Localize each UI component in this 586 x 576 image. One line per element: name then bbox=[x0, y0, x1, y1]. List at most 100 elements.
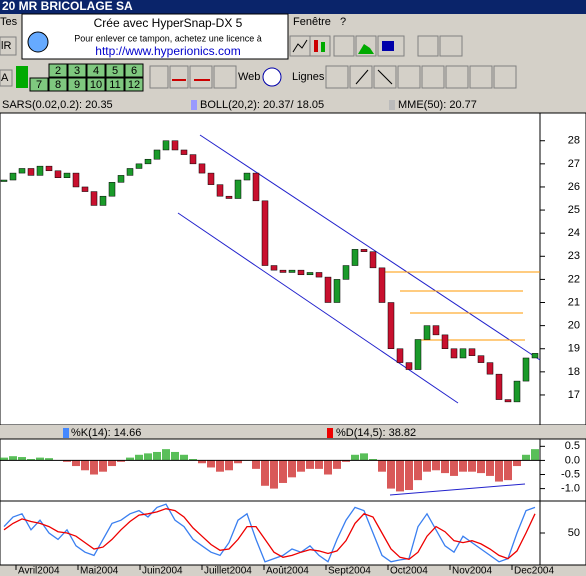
watermark-url[interactable]: http://www.hyperionics.com bbox=[95, 44, 240, 58]
candle bbox=[531, 353, 539, 359]
candle bbox=[153, 149, 161, 160]
toolbar-button[interactable] bbox=[469, 65, 493, 89]
candle bbox=[378, 267, 386, 303]
trend-line bbox=[199, 134, 541, 361]
macd-bar bbox=[513, 460, 521, 467]
period-button[interactable] bbox=[86, 63, 106, 78]
candle bbox=[504, 399, 512, 403]
macd-bar bbox=[288, 460, 296, 478]
icon bbox=[321, 42, 325, 52]
period-button[interactable] bbox=[86, 77, 106, 92]
toolbar-button[interactable] bbox=[421, 65, 445, 89]
period-button[interactable] bbox=[29, 77, 49, 92]
period-button[interactable] bbox=[48, 77, 68, 92]
indicator-label: %K(14): 14.66 bbox=[71, 427, 141, 439]
toolbar-button[interactable] bbox=[169, 65, 189, 89]
macd-bar bbox=[405, 460, 413, 491]
indicator-label: %D(14,5): 38.82 bbox=[336, 427, 416, 439]
toolbar-button[interactable] bbox=[0, 69, 13, 87]
watermark-text: Pour enlever ce tampon, achetez une lice… bbox=[74, 33, 262, 43]
y-tick-label: 0.5 bbox=[565, 440, 580, 452]
candle bbox=[450, 348, 458, 359]
candle bbox=[81, 186, 89, 192]
candle bbox=[117, 175, 125, 183]
period-button[interactable] bbox=[105, 77, 125, 92]
macd-bar bbox=[36, 457, 44, 461]
toolbar-button[interactable] bbox=[0, 36, 17, 56]
menu-item[interactable]: ? bbox=[340, 16, 346, 28]
y-tick-label: 17 bbox=[568, 389, 580, 401]
indicator-bar bbox=[0, 425, 586, 439]
indicator-label: BOLL(20,2): 20.37/ 18.05 bbox=[200, 99, 324, 111]
toolbar-button[interactable] bbox=[309, 35, 331, 57]
macd-bar bbox=[315, 460, 323, 469]
macd-bar bbox=[459, 460, 467, 472]
y-tick-label: 23 bbox=[568, 250, 580, 262]
toolbar-button[interactable] bbox=[349, 65, 373, 89]
toolbar-button[interactable] bbox=[333, 35, 355, 57]
toolbar-button[interactable] bbox=[149, 65, 169, 89]
candle bbox=[477, 355, 485, 363]
macd-bar bbox=[495, 460, 503, 482]
toolbar-button[interactable] bbox=[439, 35, 463, 57]
macd-bar bbox=[108, 460, 116, 467]
macd-bar bbox=[333, 460, 341, 469]
macd-bar bbox=[387, 460, 395, 489]
period-label: 10 bbox=[90, 79, 102, 91]
macd-bar bbox=[99, 460, 107, 472]
period-button[interactable] bbox=[124, 63, 144, 78]
toolbar-button[interactable] bbox=[189, 65, 213, 89]
macd-bar bbox=[324, 460, 332, 475]
macd-bar bbox=[9, 456, 17, 461]
macd-bar bbox=[261, 460, 269, 486]
macd-bar bbox=[297, 460, 305, 472]
toolbar-button[interactable] bbox=[213, 65, 237, 89]
macd-bar bbox=[414, 460, 422, 481]
macd-bar bbox=[351, 454, 359, 461]
k-line bbox=[3, 503, 536, 563]
toolbar-button[interactable] bbox=[445, 65, 469, 89]
x-tick-label: Dec2004 bbox=[514, 566, 554, 576]
candle bbox=[189, 154, 197, 165]
toolbar-button[interactable] bbox=[493, 65, 517, 89]
candle bbox=[126, 168, 134, 176]
period-button[interactable] bbox=[67, 63, 87, 78]
macd-bar bbox=[441, 460, 449, 474]
toolbar-label[interactable]: Web bbox=[238, 71, 260, 83]
x-tick-label: Mai2004 bbox=[80, 566, 119, 576]
period-label: 12 bbox=[128, 79, 140, 91]
candle bbox=[45, 165, 53, 172]
candle bbox=[63, 172, 71, 178]
candle bbox=[360, 249, 368, 252]
macd-bar bbox=[234, 460, 242, 464]
candle bbox=[198, 163, 206, 174]
toolbar-button[interactable] bbox=[325, 65, 349, 89]
macd-bar bbox=[0, 457, 8, 461]
period-button[interactable] bbox=[124, 77, 144, 92]
candle bbox=[324, 276, 332, 303]
period-label: 11 bbox=[109, 79, 120, 91]
d-line bbox=[3, 508, 536, 560]
macd-bar bbox=[522, 454, 530, 461]
macd-bar bbox=[198, 460, 206, 464]
macd-bar bbox=[171, 451, 179, 461]
candle bbox=[207, 172, 215, 185]
toolbar-button[interactable] bbox=[417, 35, 439, 57]
menu-item[interactable]: Tes bbox=[0, 16, 18, 28]
y-tick-label: 28 bbox=[568, 135, 580, 147]
macd-bar bbox=[342, 460, 350, 462]
candle bbox=[414, 339, 422, 370]
menu-item[interactable]: Fenêtre bbox=[293, 16, 331, 28]
period-button[interactable] bbox=[67, 77, 87, 92]
macd-bar bbox=[360, 453, 368, 461]
x-tick-label: Avril2004 bbox=[18, 566, 60, 576]
candle bbox=[135, 163, 143, 169]
y-tick-label: 21 bbox=[568, 296, 580, 308]
period-button[interactable] bbox=[48, 63, 68, 78]
macd-bar bbox=[216, 460, 224, 472]
toolbar-button[interactable] bbox=[397, 65, 421, 89]
legend-swatch bbox=[191, 100, 197, 110]
period-button[interactable] bbox=[105, 63, 125, 78]
macd-bar bbox=[189, 459, 197, 461]
candle bbox=[522, 357, 530, 382]
